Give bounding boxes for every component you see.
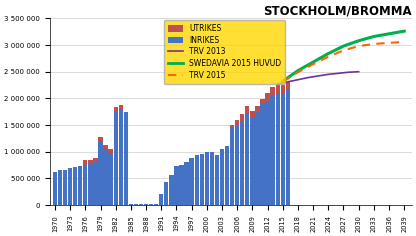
Bar <box>230 125 234 128</box>
Bar <box>255 112 260 205</box>
Bar <box>169 175 173 205</box>
Bar <box>149 204 153 205</box>
Bar <box>98 137 103 141</box>
Bar <box>114 107 118 112</box>
Bar <box>235 125 239 205</box>
Bar <box>174 166 178 205</box>
Bar <box>134 203 138 205</box>
Bar <box>98 141 103 205</box>
Bar <box>109 148 113 153</box>
Bar <box>119 105 123 109</box>
Bar <box>275 85 280 93</box>
Bar <box>215 155 219 205</box>
Bar <box>270 87 275 96</box>
Text: STOCKHOLM/BROMMA: STOCKHOLM/BROMMA <box>263 4 412 17</box>
Bar <box>129 203 133 205</box>
Bar <box>83 160 87 165</box>
Bar <box>73 167 77 205</box>
Bar <box>245 114 250 205</box>
Bar <box>58 170 62 205</box>
Bar <box>139 204 143 205</box>
Bar <box>260 104 265 205</box>
Bar <box>88 164 92 205</box>
Bar <box>245 106 250 114</box>
Bar <box>281 93 285 205</box>
Bar <box>220 149 224 205</box>
Bar <box>78 166 82 205</box>
Bar <box>93 158 98 162</box>
Bar <box>63 170 67 205</box>
Bar <box>260 99 265 104</box>
Bar <box>235 120 239 125</box>
Bar <box>270 96 275 205</box>
Bar <box>159 194 163 205</box>
Bar <box>210 152 214 205</box>
Bar <box>93 162 98 205</box>
Bar <box>240 114 245 122</box>
Bar <box>200 154 204 205</box>
Bar <box>104 149 108 205</box>
Bar <box>195 155 199 205</box>
Bar <box>124 112 128 205</box>
Bar <box>184 162 189 205</box>
Bar <box>205 152 209 205</box>
Bar <box>275 93 280 205</box>
Bar <box>286 90 290 205</box>
Bar <box>189 158 194 205</box>
Bar <box>265 93 270 101</box>
Bar <box>250 111 255 117</box>
Bar <box>68 168 72 205</box>
Bar <box>114 112 118 205</box>
Bar <box>179 164 183 205</box>
Bar <box>230 128 234 205</box>
Bar <box>144 204 148 205</box>
Legend: UTRIKES, INRIKES, TRV 2013, SWEDAVIA 2015 HUVUD, TRV 2015: UTRIKES, INRIKES, TRV 2013, SWEDAVIA 201… <box>164 20 285 84</box>
Bar <box>104 145 108 149</box>
Bar <box>250 117 255 205</box>
Bar <box>88 160 92 164</box>
Bar <box>154 204 158 205</box>
Bar <box>164 182 168 205</box>
Bar <box>119 109 123 205</box>
Bar <box>281 85 285 93</box>
Bar <box>240 122 245 205</box>
Bar <box>109 153 113 205</box>
Bar <box>83 165 87 205</box>
Bar <box>265 101 270 205</box>
Bar <box>286 82 290 90</box>
Bar <box>53 172 57 205</box>
Bar <box>225 146 229 205</box>
Bar <box>255 106 260 112</box>
